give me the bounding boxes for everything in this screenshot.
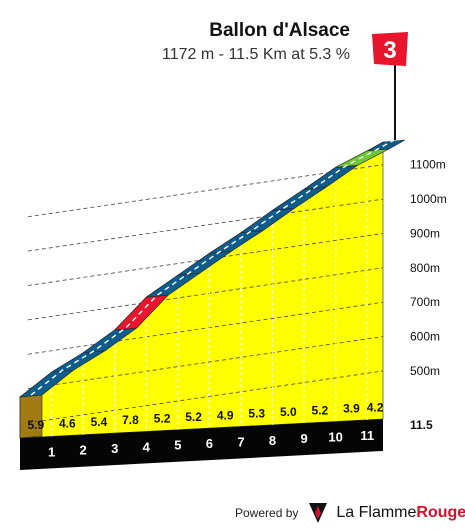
gradient-label: 5.2	[312, 403, 329, 417]
elevation-tick-label: 1000m	[410, 192, 447, 206]
gradient-label: 4.6	[59, 417, 76, 431]
km-tick-label: 5	[174, 438, 181, 453]
distance-end-label: 11.5	[410, 418, 433, 432]
gradient-label: 5.2	[185, 410, 202, 424]
chart-labels: 500m 600m 700m 800m 900m 1000m 1100m 5.9 4.6 5.4 7…	[27, 158, 446, 460]
elevation-tick-label: 500m	[410, 364, 440, 378]
powered-by-label: Powered by	[235, 506, 299, 520]
gradient-label: 5.3	[248, 407, 265, 421]
elevation-gridline	[27, 370, 384, 424]
elevation-gridline	[27, 336, 384, 389]
km-tick-label: 10	[328, 429, 342, 444]
elevation-tick-label: 900m	[410, 226, 440, 240]
flag-banner	[372, 32, 408, 66]
climb-title: Ballon d'Alsace	[209, 20, 350, 41]
km-tick-label: 8	[269, 433, 276, 448]
profile-top-band	[19, 139, 406, 398]
flame-logo-icon	[309, 503, 328, 523]
flag-category-label: 3	[383, 37, 396, 64]
gradient-label: 5.2	[154, 412, 171, 426]
brand-name-part1: La Flamme	[336, 504, 417, 521]
km-tick-label: 4	[143, 439, 151, 454]
elevation-tick-label: 600m	[410, 330, 440, 344]
climb-subtitle: 1172 m - 11.5 Km at 5.3 %	[162, 46, 350, 63]
road-centerline	[30, 139, 395, 396]
elevation-gridline	[27, 233, 384, 286]
elevation-gridline	[27, 267, 384, 321]
km-tick-label: 9	[300, 431, 307, 446]
km-tick-label: 3	[111, 441, 118, 456]
gradient-label: 7.8	[122, 413, 139, 427]
elevation-gridline	[27, 164, 384, 218]
km-tick-label: 1	[48, 444, 55, 459]
km-tick-label: 6	[206, 436, 213, 451]
km-tick-label: 2	[80, 443, 87, 458]
elevation-profile-chart: 500m 600m 700m 800m 900m 1000m 1100m 5.9 4.6 5.4 7…	[19, 32, 447, 470]
elevation-gridline	[27, 301, 384, 355]
chart-grid	[27, 152, 384, 437]
elevation-tick-label: 800m	[410, 261, 440, 275]
segment-top	[367, 139, 406, 152]
elevation-gridline	[27, 198, 384, 252]
brand-name-part2: Rouge	[416, 504, 465, 521]
profile-area	[19, 141, 384, 439]
distance-base-band	[20, 419, 383, 470]
km-tick-label: 7	[237, 434, 244, 449]
footer: Powered by La Flamme Rouge	[235, 500, 465, 526]
elevation-tick-label: 1100m	[410, 158, 446, 172]
elevation-tick-label: 700m	[410, 295, 440, 309]
gradient-label: 4.2	[367, 400, 384, 414]
gradient-label: 5.9	[27, 418, 44, 432]
gradient-label: 4.9	[217, 408, 234, 422]
gradient-label: 3.9	[343, 402, 360, 416]
category-flag: 3	[372, 32, 408, 140]
gradient-label: 5.4	[91, 415, 108, 429]
km-tick-label: 11	[360, 428, 374, 443]
segment-top-cap	[383, 140, 405, 143]
gradient-label: 5.0	[280, 405, 297, 419]
